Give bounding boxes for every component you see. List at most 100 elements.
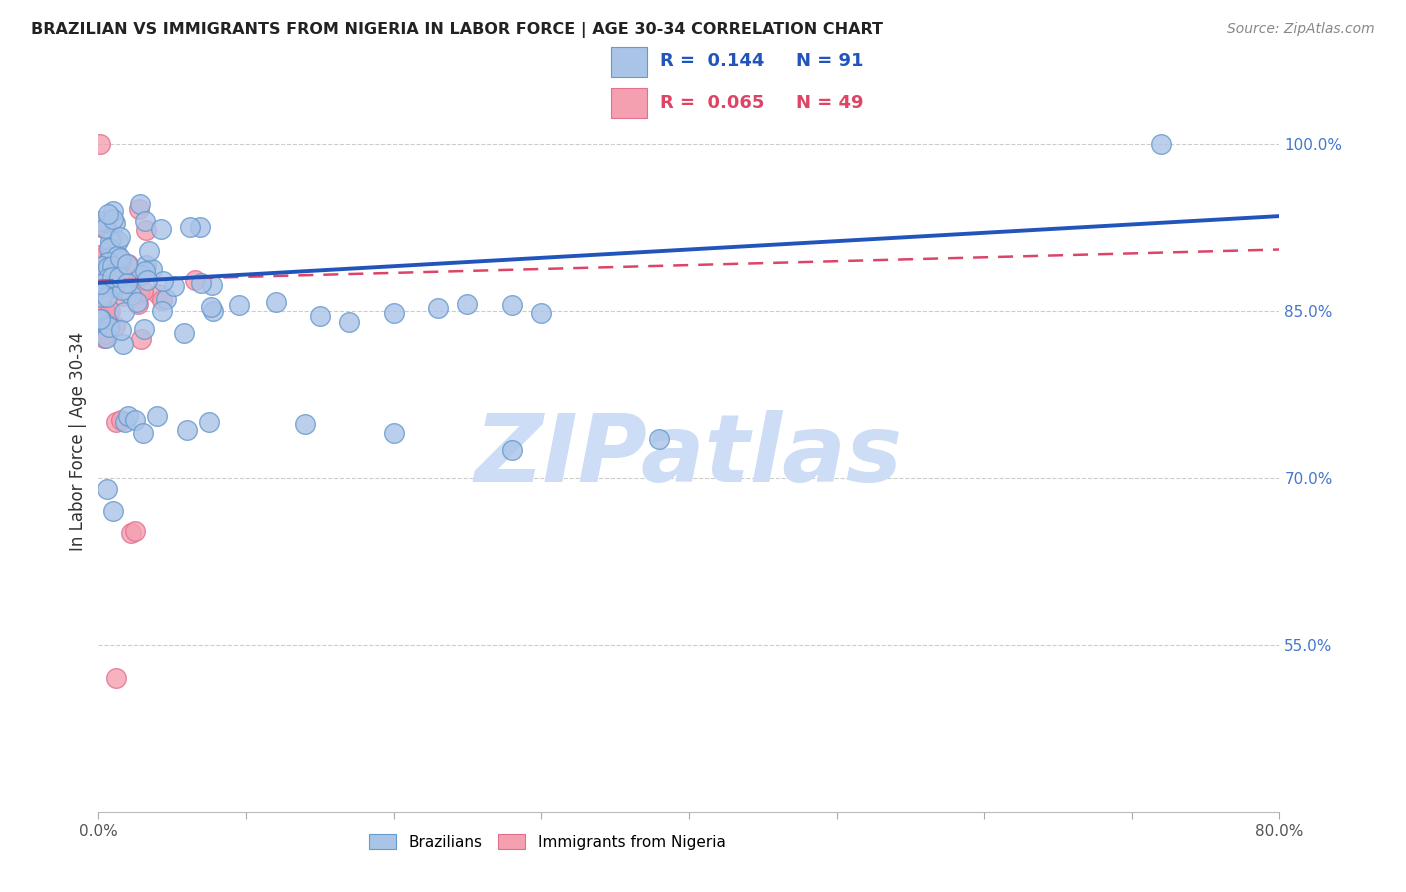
Point	[110, 323, 132, 337]
Point	[124, 524, 146, 538]
Point	[176, 423, 198, 437]
Point	[100, 234, 122, 248]
Point	[188, 220, 211, 235]
Point	[190, 277, 212, 291]
Point	[135, 273, 157, 287]
Point	[152, 274, 174, 288]
Point	[93, 277, 115, 292]
Point	[90, 312, 112, 326]
Point	[117, 409, 139, 424]
Point	[200, 300, 222, 314]
Point	[120, 526, 142, 541]
Point	[96, 331, 118, 345]
Text: Source: ZipAtlas.com: Source: ZipAtlas.com	[1227, 22, 1375, 37]
Point	[94, 272, 117, 286]
Point	[134, 214, 156, 228]
Bar	[610, 47, 647, 77]
Text: R =  0.065: R = 0.065	[661, 95, 765, 112]
Point	[100, 259, 122, 273]
Point	[108, 266, 131, 280]
Point	[108, 229, 131, 244]
Point	[96, 318, 118, 333]
Point	[138, 244, 160, 258]
Point	[98, 227, 121, 242]
Text: ZIPatlas: ZIPatlas	[475, 410, 903, 502]
Point	[91, 279, 114, 293]
Point	[132, 284, 155, 298]
Point	[120, 287, 142, 301]
Point	[129, 197, 152, 211]
Point	[127, 294, 149, 309]
Point	[105, 415, 128, 429]
Point	[89, 214, 111, 228]
Point	[101, 229, 124, 244]
Point	[110, 254, 132, 268]
Point	[107, 270, 129, 285]
Point	[146, 409, 169, 424]
Point	[90, 250, 112, 264]
Point	[103, 211, 125, 226]
Point	[198, 415, 221, 429]
Point	[97, 279, 120, 293]
Point	[89, 217, 111, 231]
Point	[129, 332, 152, 346]
Point	[128, 286, 150, 301]
Point	[127, 297, 149, 311]
Point	[104, 215, 127, 229]
Point	[94, 303, 117, 318]
Point	[309, 310, 332, 324]
Point	[530, 306, 553, 320]
Point	[97, 223, 120, 237]
Point	[457, 297, 479, 311]
Point	[97, 271, 120, 285]
Point	[105, 264, 128, 278]
Point	[91, 290, 114, 304]
Point	[90, 276, 112, 290]
Point	[117, 284, 139, 298]
Point	[117, 276, 139, 290]
Point	[107, 234, 129, 248]
Point	[228, 298, 250, 312]
Point	[128, 202, 150, 216]
Point	[146, 286, 169, 301]
Point	[117, 257, 139, 271]
Point	[100, 279, 122, 293]
Text: BRAZILIAN VS IMMIGRANTS FROM NIGERIA IN LABOR FORCE | AGE 30-34 CORRELATION CHAR: BRAZILIAN VS IMMIGRANTS FROM NIGERIA IN …	[31, 22, 883, 38]
Point	[97, 259, 120, 273]
Point	[97, 260, 120, 274]
Point	[184, 273, 207, 287]
Point	[382, 426, 405, 441]
Point	[89, 311, 111, 326]
Point	[124, 413, 146, 427]
Point	[111, 289, 134, 303]
Point	[124, 276, 146, 290]
Point	[91, 259, 114, 273]
Point	[294, 417, 316, 432]
Point	[501, 442, 523, 457]
Point	[89, 136, 111, 151]
Point	[134, 322, 156, 336]
Point	[97, 308, 120, 322]
Point	[98, 250, 121, 264]
Point	[97, 255, 120, 269]
Point	[264, 294, 287, 309]
Point	[1150, 136, 1173, 151]
Point	[105, 671, 128, 685]
Point	[124, 277, 146, 291]
Point	[89, 247, 111, 261]
Point	[132, 426, 155, 441]
Point	[100, 269, 122, 284]
Point	[89, 280, 111, 294]
Point	[89, 315, 111, 329]
Point	[111, 337, 134, 351]
Point	[179, 220, 201, 235]
Point	[114, 415, 136, 429]
Point	[98, 280, 121, 294]
Point	[98, 320, 121, 334]
Point	[150, 293, 173, 307]
Point	[115, 276, 138, 290]
Point	[104, 318, 127, 333]
Text: N = 91: N = 91	[796, 52, 863, 70]
Point	[141, 262, 163, 277]
Point	[90, 220, 112, 235]
